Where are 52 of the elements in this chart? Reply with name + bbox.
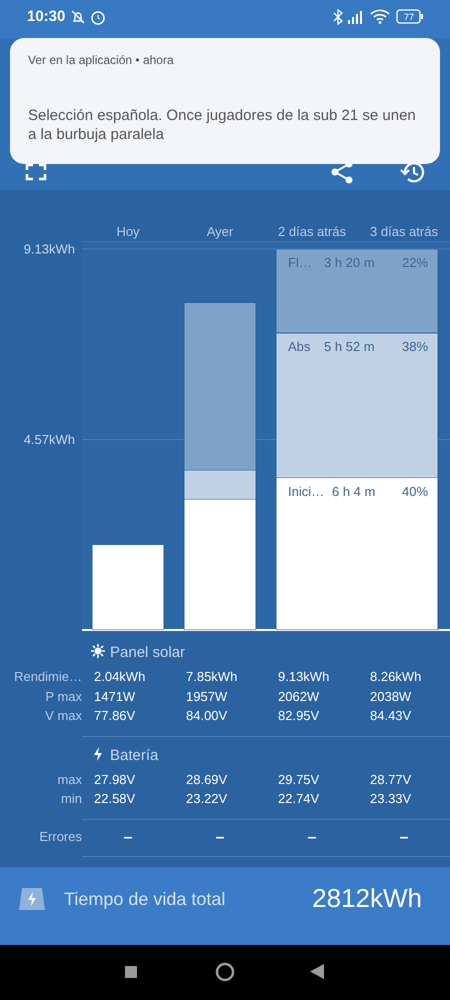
text: 22.58V <box>94 791 136 806</box>
text: 10:30 <box>27 8 66 25</box>
annotation: Fl… <box>288 255 312 270</box>
text: min <box>61 791 82 806</box>
text: 27.98V <box>94 772 136 786</box>
text: 82.95V <box>278 708 320 723</box>
annotation: 40% <box>402 484 428 499</box>
text: Errores <box>39 828 82 844</box>
text: – <box>398 828 410 846</box>
text: 2.04kWh <box>94 669 146 684</box>
text: Panel solar <box>110 644 186 661</box>
x-tick-label: Ayer <box>206 224 234 239</box>
x-tick-label: 3 días atrás <box>370 224 438 239</box>
y-tick-label: 4.57kWh <box>24 432 75 447</box>
text: V max <box>45 708 82 723</box>
text: 23.33V <box>370 791 412 806</box>
text: 8.26kWh <box>370 669 422 684</box>
text: 2812kWh <box>312 883 422 914</box>
x-tick-label: Hoy <box>116 224 140 239</box>
text: 28.69V <box>186 772 228 786</box>
text: 77 <box>398 12 420 22</box>
annotation: Inici… <box>288 484 324 499</box>
text: Ver en la aplicación • ahora <box>28 53 174 67</box>
text: Batería <box>110 746 158 764</box>
text: – <box>214 828 226 846</box>
text: Rendimie… <box>14 669 82 684</box>
text: max <box>57 772 82 786</box>
text: 23.22V <box>186 791 228 806</box>
annotation: 22% <box>402 255 428 270</box>
annotation: 3 h 20 m <box>324 255 375 270</box>
text: – <box>122 828 134 846</box>
text: 1957W <box>186 688 228 704</box>
annotation: 5 h 52 m <box>324 339 375 354</box>
text: 2038W <box>370 688 412 704</box>
text: 29.75V <box>278 772 320 786</box>
text: Selección española. Once jugadores de la sub 21 se unen a la burbuja paralela <box>28 106 417 144</box>
text: Tiempo de vida total <box>64 889 226 910</box>
text: 1471W <box>94 688 136 704</box>
text: 22.74V <box>278 791 320 806</box>
text: – <box>306 828 318 846</box>
text: 9.13kWh <box>278 669 330 684</box>
annotation: 38% <box>402 339 428 354</box>
text: 7.85kWh <box>186 669 238 684</box>
text: P max <box>45 688 82 704</box>
x-tick-label: 2 días atrás <box>278 224 346 239</box>
text: 84.43V <box>370 708 412 723</box>
annotation: 6 h 4 m <box>332 484 376 499</box>
annotation: Abs <box>288 339 311 354</box>
text: 28.77V <box>370 772 412 786</box>
text: 77.86V <box>94 708 136 723</box>
text: 84.00V <box>186 708 228 723</box>
text: 2062W <box>278 688 320 704</box>
